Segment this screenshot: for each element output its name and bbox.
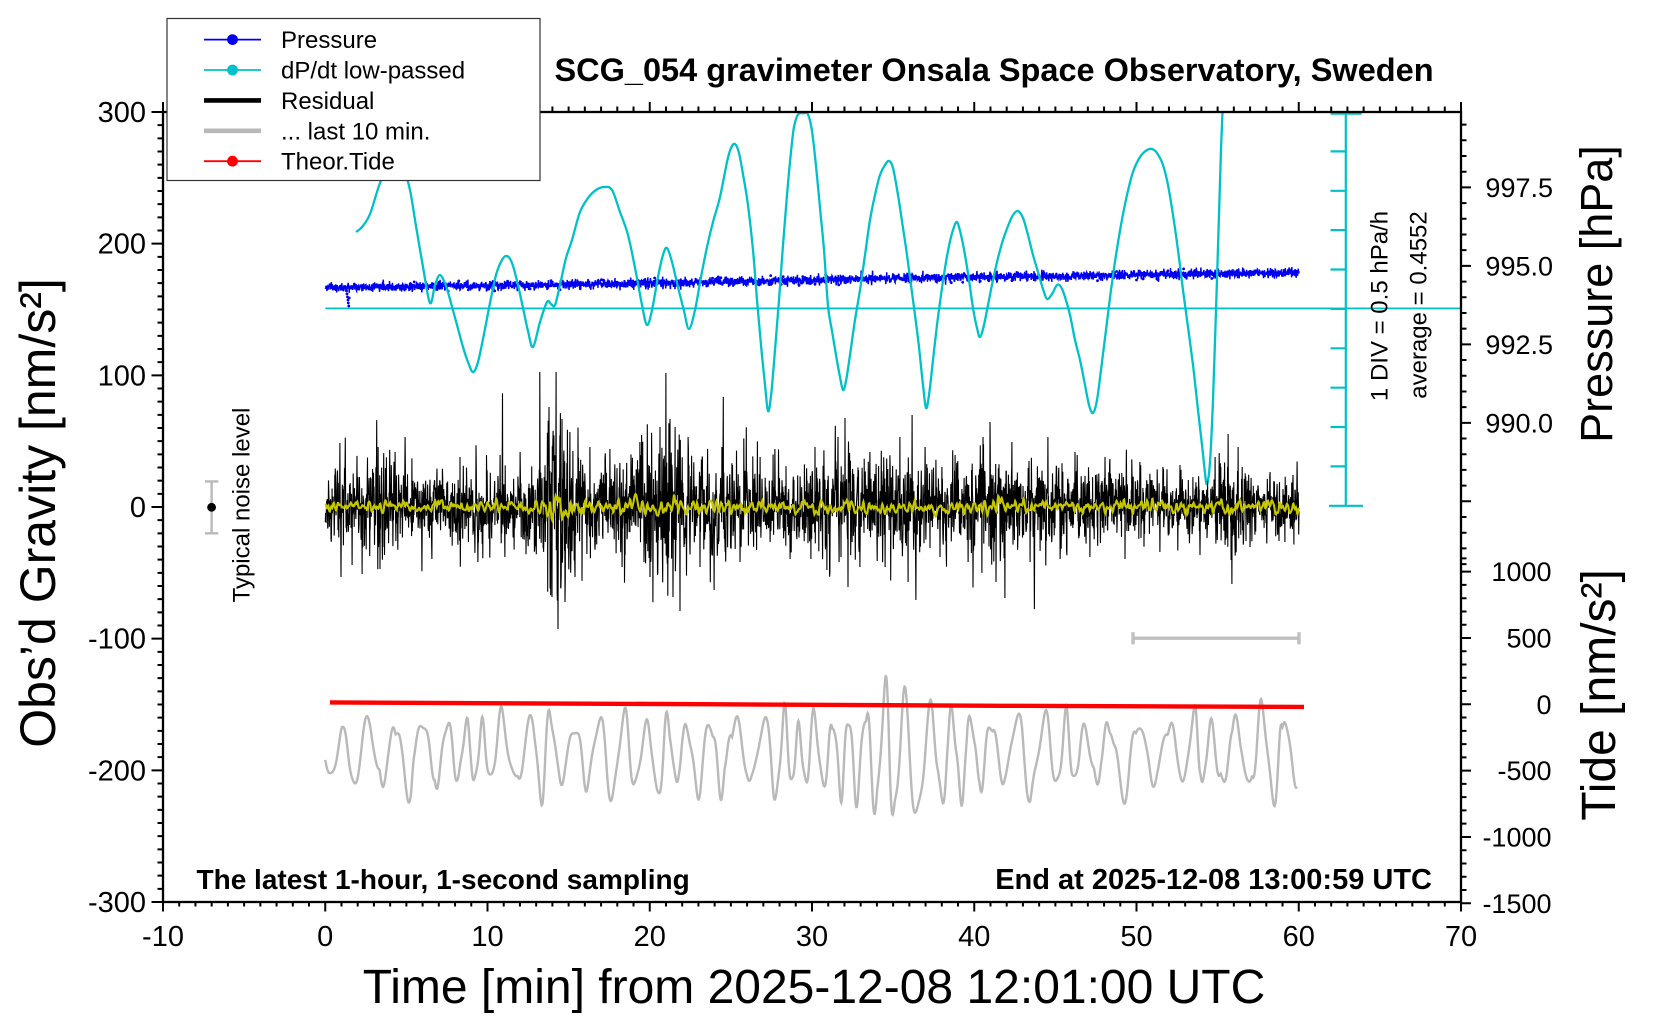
svg-text:70: 70 <box>1445 921 1477 953</box>
svg-text:-100: -100 <box>88 624 146 656</box>
svg-text:Tide [nm/s²]: Tide [nm/s²] <box>1573 569 1626 821</box>
svg-text:-1000: -1000 <box>1482 822 1551 852</box>
svg-text:... last 10 min.: ... last 10 min. <box>281 118 430 145</box>
svg-text:40: 40 <box>958 921 990 953</box>
svg-text:-1500: -1500 <box>1482 889 1551 919</box>
svg-text:Time [min] from 2025-12-08 12:: Time [min] from 2025-12-08 12:01:00 UTC <box>363 961 1266 1014</box>
svg-text:997.5: 997.5 <box>1485 173 1553 203</box>
svg-text:10: 10 <box>471 921 503 953</box>
svg-text:Pressure [hPa]: Pressure [hPa] <box>1571 145 1622 443</box>
svg-text:1000: 1000 <box>1491 557 1551 587</box>
svg-text:0: 0 <box>1536 690 1551 720</box>
svg-text:-500: -500 <box>1497 756 1551 786</box>
svg-text:990.0: 990.0 <box>1485 408 1553 438</box>
svg-text:-300: -300 <box>88 887 146 919</box>
svg-text:Residual: Residual <box>281 88 374 115</box>
svg-text:average = 0.4552: average = 0.4552 <box>1406 211 1433 399</box>
svg-text:The latest 1-hour, 1-second sa: The latest 1-hour, 1-second sampling <box>197 864 690 895</box>
svg-text:-10: -10 <box>142 921 184 953</box>
svg-text:Typical noise level: Typical noise level <box>229 408 256 603</box>
svg-text:Theor.Tide: Theor.Tide <box>281 149 395 176</box>
svg-text:Obs’d Gravity [nm/s²]: Obs’d Gravity [nm/s²] <box>10 278 66 748</box>
svg-text:30: 30 <box>796 921 828 953</box>
svg-text:dP/dt low-passed: dP/dt low-passed <box>281 58 465 85</box>
svg-text:1 DIV = 0.5 hPa/h: 1 DIV = 0.5 hPa/h <box>1367 211 1394 401</box>
svg-text:50: 50 <box>1120 921 1152 953</box>
svg-text:20: 20 <box>634 921 666 953</box>
svg-text:100: 100 <box>98 360 146 392</box>
svg-text:SCG_054 gravimeter Onsala Spac: SCG_054 gravimeter Onsala Space Observat… <box>554 52 1433 88</box>
svg-text:End at 2025-12-08 13:00:59 UTC: End at 2025-12-08 13:00:59 UTC <box>995 864 1432 896</box>
svg-text:0: 0 <box>130 492 146 524</box>
svg-text:995.0: 995.0 <box>1485 251 1553 281</box>
svg-text:300: 300 <box>98 97 146 129</box>
svg-text:500: 500 <box>1506 624 1551 654</box>
svg-text:Pressure: Pressure <box>281 27 377 54</box>
svg-text:200: 200 <box>98 229 146 261</box>
svg-text:-200: -200 <box>88 755 146 787</box>
svg-text:992.5: 992.5 <box>1485 330 1553 360</box>
svg-text:60: 60 <box>1283 921 1315 953</box>
svg-text:0: 0 <box>317 921 333 953</box>
